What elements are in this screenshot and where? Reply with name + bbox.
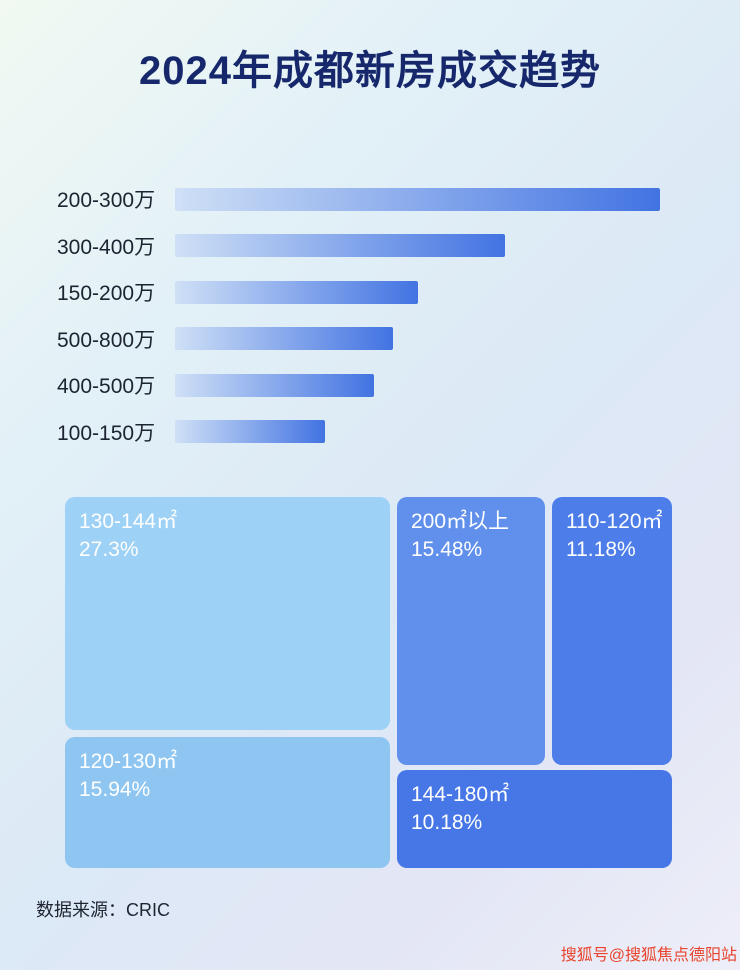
bar-category-label: 150-200万 [57, 282, 156, 306]
treemap-block: 200㎡以上 15.48% [397, 497, 545, 765]
bar-row: 500-800万 [57, 316, 683, 363]
bar-row: 100-150万 [57, 409, 683, 456]
bar-category-label: 300-400万 [57, 235, 156, 259]
bar-track [175, 327, 660, 351]
treemap-block-label: 200㎡以上 [411, 510, 510, 533]
treemap-block-label: 120-130㎡ [79, 750, 178, 773]
bar-track [175, 280, 660, 304]
bar-row: 150-200万 [57, 269, 683, 316]
bar-track [175, 373, 660, 397]
treemap-block-label: 130-144㎡ [79, 510, 178, 533]
bar-row: 300-400万 [57, 223, 683, 270]
data-source-note: 数据来源：CRIC [36, 900, 170, 920]
bar-track [175, 420, 660, 444]
treemap-block-value: 15.48% [411, 538, 483, 562]
treemap-block-label: 110-120㎡ [566, 510, 663, 533]
treemap-block: 130-144㎡ 27.3% [65, 497, 390, 730]
bar-category-label: 200-300万 [57, 189, 156, 213]
bar [175, 234, 505, 258]
treemap-block: 110-120㎡ 11.18% [552, 497, 672, 765]
treemap-block-label: 144-180㎡ [411, 783, 510, 806]
bar [175, 420, 326, 444]
bar-track [175, 234, 660, 258]
page-title: 2024年成都新房成交趋势 [139, 49, 601, 93]
treemap-block-value: 11.18% [566, 538, 636, 562]
bar-row: 200-300万 [57, 176, 683, 223]
treemap-block-value: 27.3% [79, 538, 139, 562]
treemap-block: 120-130㎡ 15.94% [65, 737, 390, 868]
treemap-block: 144-180㎡ 10.18% [397, 770, 672, 868]
bar [175, 327, 394, 351]
bar-row: 400-500万 [57, 362, 683, 409]
bar-category-label: 500-800万 [57, 328, 156, 352]
bar [175, 373, 374, 397]
treemap-block-value: 15.94% [79, 778, 151, 802]
bar [175, 187, 660, 211]
treemap-block-value: 10.18% [411, 811, 483, 835]
area-share-treemap: 130-144㎡ 27.3% 200㎡以上 15.48% 110-120㎡ 11.18% 1… [65, 497, 672, 868]
bar-track [175, 187, 660, 211]
price-band-bar-chart: 200-300万 300-400万 150-200万 500-800万 400-500万… [57, 176, 683, 455]
bar-category-label: 400-500万 [57, 375, 156, 399]
watermark-text: 搜狐号@搜狐焦点德阳站 [560, 947, 737, 964]
bar-category-label: 100-150万 [57, 421, 156, 445]
bar [175, 280, 418, 304]
